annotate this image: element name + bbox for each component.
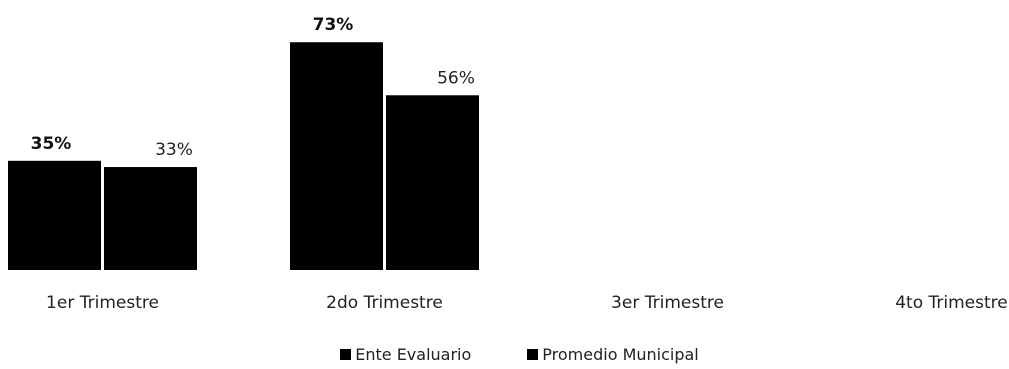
category-label-4: 4to Trimestre — [895, 293, 1008, 313]
bar-chart: 35% 33% 73% 56% 1er Trimestre 2do Trimestre 3… — [8, 15, 1008, 313]
category-label-1: 1er Trimestre — [46, 293, 159, 313]
value-label-ente-evaluario-1: 35% — [31, 134, 72, 154]
legend-label-ente-evaluario: Ente Evaluario — [355, 344, 472, 364]
value-label-ente-evaluario-2: 73% — [313, 15, 354, 35]
legend-label-promedio-municipal: Promedio Municipal — [542, 344, 699, 364]
value-labels-group: 35% 33% 73% 56% — [31, 15, 475, 160]
value-label-promedio-municipal-1: 33% — [155, 140, 193, 160]
bars-group — [8, 42, 479, 270]
bar-promedio-municipal-2 — [386, 95, 479, 270]
bar-ente-evaluario-2 — [290, 42, 383, 270]
bar-promedio-municipal-1 — [104, 167, 197, 270]
legend-item-promedio-municipal: Promedio Municipal — [527, 344, 699, 364]
category-label-2: 2do Trimestre — [326, 293, 443, 313]
legend-swatch-ente-evaluario — [340, 348, 352, 360]
category-labels-group: 1er Trimestre 2do Trimestre 3er Trimestre 4… — [46, 293, 1008, 313]
legend: Ente Evaluario Promedio Municipal — [0, 342, 1009, 366]
legend-swatch-promedio-municipal — [527, 348, 539, 360]
legend-item-ente-evaluario: Ente Evaluario — [340, 345, 471, 364]
bar-ente-evaluario-1 — [8, 160, 101, 270]
value-label-promedio-municipal-2: 56% — [437, 68, 475, 88]
category-label-3: 3er Trimestre — [611, 293, 724, 313]
